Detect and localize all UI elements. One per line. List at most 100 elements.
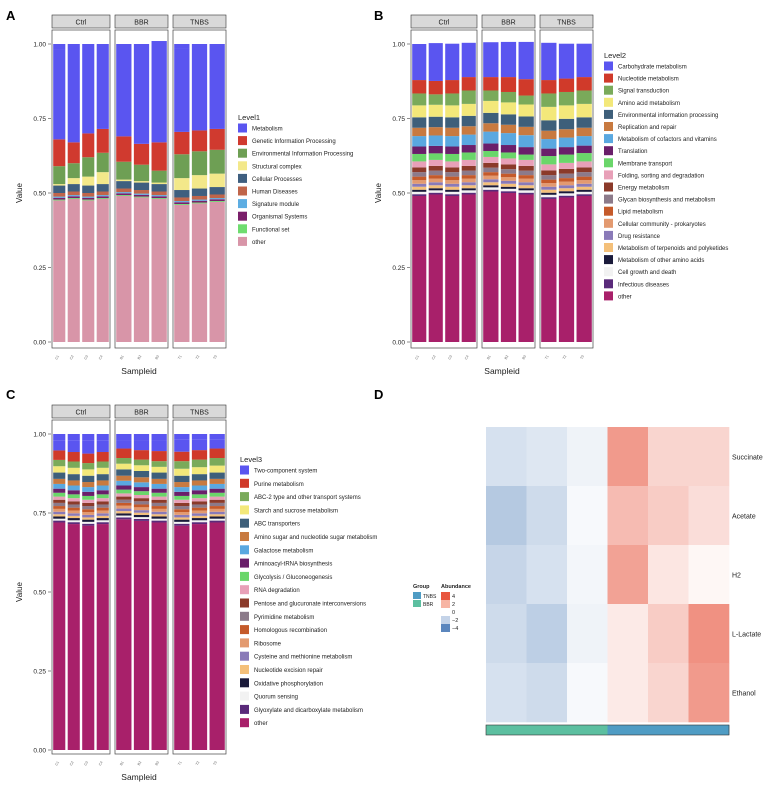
bar-segment <box>445 80 460 94</box>
bar-segment <box>151 506 167 509</box>
bar-segment <box>96 515 109 519</box>
bar-segment <box>133 470 150 478</box>
abundance-scale-label: −2 <box>452 618 458 624</box>
legend-swatch <box>240 585 249 595</box>
bar-segment <box>151 451 167 462</box>
bar-segment <box>412 136 427 147</box>
bar-segment <box>518 126 534 136</box>
bar-segment <box>428 165 443 171</box>
bar-segment <box>67 178 80 185</box>
bar-segment <box>116 181 132 189</box>
legend-item-label: Metabolism of terpenoids and polyketides <box>618 246 728 252</box>
group-annotation-border <box>485 724 730 736</box>
legend-item-label: Glycan biosynthesis and metabolism <box>618 198 715 204</box>
bar-segment <box>445 136 460 147</box>
bar-segment <box>412 127 427 137</box>
bar-segment <box>96 128 109 153</box>
bar-segment <box>209 518 225 521</box>
bar-segment <box>483 143 499 151</box>
bar-segment <box>133 512 150 515</box>
bar-segment <box>576 186 592 190</box>
legend-swatch <box>238 173 247 183</box>
legend-title: Level1 <box>238 113 260 122</box>
legend-item-label: Metabolism <box>252 127 283 133</box>
heatmap-cell <box>688 486 730 546</box>
bar-segment <box>174 475 190 483</box>
bar-segment <box>209 434 225 440</box>
x-tick-label: T1 <box>544 354 550 360</box>
bar-segment <box>67 507 80 511</box>
group-legend-swatch <box>413 592 421 599</box>
bar-segment <box>174 487 190 492</box>
heatmap-cell <box>567 604 608 664</box>
bar-segment <box>428 135 443 146</box>
legend-swatch <box>604 218 613 228</box>
legend-swatch <box>240 478 249 488</box>
x-axis-label: Sampleid <box>121 366 157 376</box>
bar-segment <box>116 489 132 494</box>
facet-label: BBR <box>134 410 148 417</box>
bar-segment <box>209 201 225 202</box>
bar-segment <box>461 103 476 116</box>
bar-segment <box>428 192 443 195</box>
bar-segment <box>576 195 592 342</box>
bar-segment <box>151 170 167 183</box>
bar-segment <box>67 504 80 508</box>
bar-segment <box>445 183 460 187</box>
bar-segment <box>96 520 109 523</box>
bar-segment <box>96 490 109 495</box>
legend-swatch <box>604 158 613 168</box>
heatmap-cell <box>648 545 689 605</box>
bar-segment <box>558 185 575 189</box>
bar-segment <box>461 194 476 342</box>
legend-swatch <box>240 545 249 555</box>
y-tick-label: 0.25 <box>392 265 405 272</box>
group-annotation-cell <box>567 725 608 735</box>
legend-swatch <box>238 123 247 133</box>
bar-segment <box>209 502 225 507</box>
x-tick-label: C4 <box>464 354 470 360</box>
heatmap-cell <box>567 486 608 546</box>
bar-segment <box>174 509 190 513</box>
bar-segment <box>558 162 575 169</box>
bar-segment <box>96 467 109 475</box>
heatmap-cell <box>607 545 649 605</box>
bar-segment <box>67 494 80 499</box>
x-tick-label: B1 <box>119 760 125 766</box>
bar-segment <box>174 451 190 462</box>
bar-segment <box>518 165 534 171</box>
legend-swatch <box>240 492 249 502</box>
x-tick-label: B1 <box>486 354 492 360</box>
bar-segment <box>174 517 190 520</box>
bar-segment <box>96 510 109 514</box>
y-axis-label: Value <box>15 582 24 602</box>
bar-segment <box>412 161 427 168</box>
legend-swatch <box>604 85 613 95</box>
y-tick-label: 1.00 <box>33 42 46 49</box>
bar-segment <box>558 147 575 155</box>
bar-segment <box>53 196 66 198</box>
bar-segment <box>174 202 190 205</box>
bar-segment <box>151 196 167 199</box>
bar-segment <box>82 525 95 750</box>
bar-segment <box>461 152 476 160</box>
legend-item-label: Two-component system <box>254 469 317 475</box>
bar-segment <box>116 179 132 182</box>
heatmap-row-label: Succinate <box>732 455 763 462</box>
facet-label: TNBS <box>557 20 576 27</box>
bar-segment <box>461 134 476 146</box>
bar-segment <box>541 130 557 140</box>
legend-item-label: Organismal Systems <box>252 215 307 221</box>
bar-segment <box>133 450 150 460</box>
bar-segment <box>483 123 499 132</box>
legend-item-label: Membrane transport <box>618 161 672 167</box>
bar-segment <box>96 452 109 462</box>
x-tick-label: T1 <box>177 354 183 360</box>
bar-segment <box>558 193 575 196</box>
bar-segment <box>151 488 167 493</box>
bar-segment <box>191 199 208 201</box>
bar-segment <box>518 147 534 155</box>
bar-segment <box>445 43 460 81</box>
group-annotation-cell <box>526 725 568 735</box>
bar-segment <box>191 200 208 203</box>
